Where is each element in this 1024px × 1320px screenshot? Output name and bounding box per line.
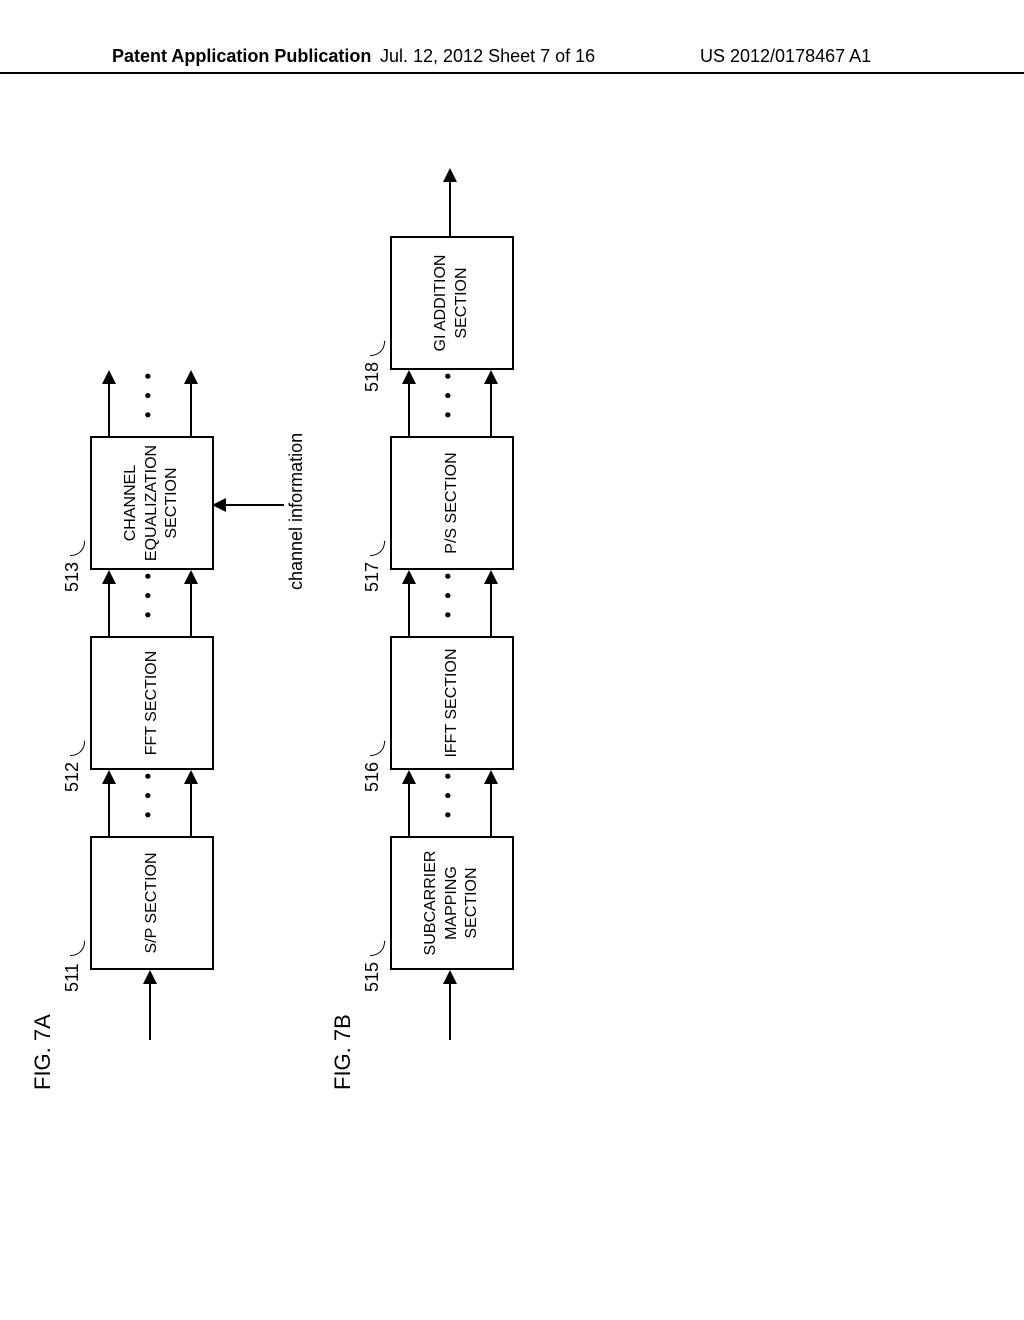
header-publication: Patent Application Publication [112,46,371,67]
arrow-a1-top [108,784,110,838]
block-ifft-section: IFFT SECTION [390,636,514,770]
arrow-b2-top [408,584,410,638]
ref-512: 512 [62,762,83,792]
block-channel-eq: CHANNEL EQUALIZATION SECTION [90,436,214,570]
block-fft-section: FFT SECTION [90,636,214,770]
arrow-b2-top-head [402,570,416,584]
ref-516: 516 [362,762,383,792]
arrow-out-b [449,182,451,238]
arrow-a-out-bot-head [184,370,198,384]
arrow-a2-bot [190,584,192,638]
arrow-b3-bot-head [484,370,498,384]
ref-hook-518 [370,341,385,356]
block-subcarrier-mapping: SUBCARRIER MAPPING SECTION [390,836,514,970]
ref-hook-515 [370,941,385,956]
ref-hook-511 [70,941,85,956]
arrow-in-b-head [443,970,457,984]
fig-7a-label: FIG. 7A [30,1014,56,1090]
dots-a-out: • • • [138,369,159,418]
block-gi-addition: GI ADDITION SECTION [390,236,514,370]
block-sp-section: S/P SECTION [90,836,214,970]
page-header: Patent Application Publication Jul. 12, … [0,46,1024,74]
block-ps-text: P/S SECTION [442,452,463,553]
block-ps-section: P/S SECTION [390,436,514,570]
block-sp-text: S/P SECTION [142,852,163,953]
ref-hook-516 [370,741,385,756]
arrow-b3-top-head [402,370,416,384]
diagram-container: FIG. 7A 511 S/P SECTION • • • 512 FFT SE… [10,290,1010,1050]
block-sub-text: SUBCARRIER MAPPING SECTION [421,851,483,956]
arrow-a2-top-head [102,570,116,584]
ref-513: 513 [62,562,83,592]
arrow-b1-top [408,784,410,838]
arrow-a1-bot-head [184,770,198,784]
block-ifft-text: IFFT SECTION [442,648,463,757]
ref-hook-513 [70,541,85,556]
arrow-in-a-head [143,970,157,984]
dots-a1: • • • [138,769,159,818]
ref-511: 511 [62,963,83,992]
ref-517: 517 [362,562,383,592]
arrow-b3-top [408,384,410,438]
arrow-a1-bot [190,784,192,838]
dots-a2: • • • [138,569,159,618]
header-date-sheet: Jul. 12, 2012 Sheet 7 of 16 [380,46,595,67]
arrow-b3-bot [490,384,492,438]
arrow-in-a [149,984,151,1040]
arrow-chinfo-head [212,498,226,512]
dots-b3: • • • [438,369,459,418]
arrow-in-b [449,984,451,1040]
arrow-b2-bot [490,584,492,638]
arrow-a-out-top-head [102,370,116,384]
dots-b1: • • • [438,769,459,818]
fig-7b-label: FIG. 7B [330,1014,356,1090]
header-pub-number: US 2012/0178467 A1 [700,46,871,67]
block-gi-text: GI ADDITION SECTION [431,255,473,352]
arrow-out-b-head [443,168,457,182]
block-cheq-text: CHANNEL EQUALIZATION SECTION [121,445,183,561]
arrow-b1-bot-head [484,770,498,784]
arrow-a-out-bot [190,384,192,438]
dots-b2: • • • [438,569,459,618]
ref-515: 515 [362,962,383,992]
ref-hook-512 [70,741,85,756]
arrow-a2-bot-head [184,570,198,584]
arrow-chinfo-line [224,504,284,506]
ref-hook-517 [370,541,385,556]
arrow-b1-bot [490,784,492,838]
arrow-a-out-top [108,384,110,438]
channel-info-label: channel information [286,433,307,590]
block-fft-text: FFT SECTION [142,651,163,756]
ref-518: 518 [362,362,383,392]
arrow-b2-bot-head [484,570,498,584]
arrow-a1-top-head [102,770,116,784]
arrow-a2-top [108,584,110,638]
arrow-b1-top-head [402,770,416,784]
